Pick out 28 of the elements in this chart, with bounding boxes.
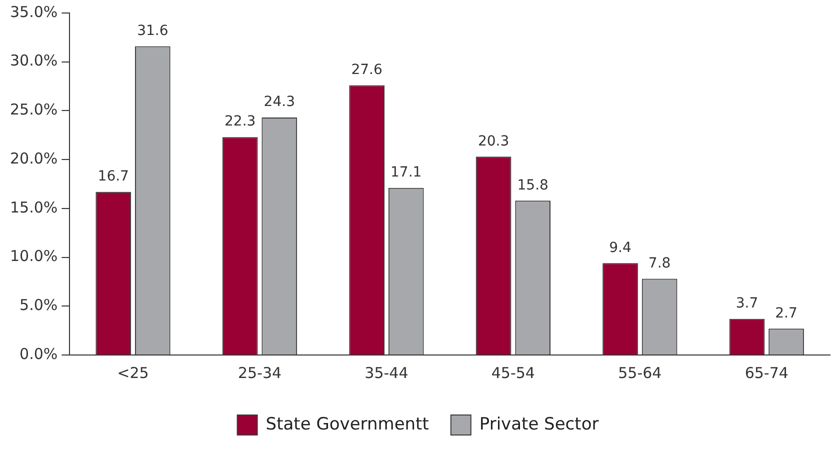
- y-tick-label: 20.0%: [10, 149, 58, 168]
- data-label: 17.1: [390, 164, 422, 181]
- y-tick-label: 25.0%: [10, 100, 58, 119]
- x-tick-label: 55-64: [618, 364, 662, 382]
- y-tick-label: 35.0%: [10, 2, 58, 21]
- data-label: 2.7: [775, 305, 798, 322]
- data-label: 7.8: [648, 255, 671, 272]
- data-label: 16.7: [98, 168, 129, 184]
- y-tick-label: 15.0%: [10, 198, 58, 216]
- data-label: 27.6: [351, 62, 382, 78]
- y-tick-label: 30.0%: [10, 52, 58, 70]
- data-label: 3.7: [736, 295, 758, 312]
- x-tick-label: <25: [117, 364, 149, 382]
- data-label: 22.3: [224, 114, 256, 130]
- data-label: 9.4: [609, 240, 632, 256]
- legend-label: State Governmentt: [266, 414, 430, 434]
- x-tick-label: 25-34: [238, 364, 282, 382]
- data-label: 15.8: [517, 177, 548, 194]
- x-tick-label: 35-44: [364, 364, 408, 382]
- y-tick-label: 10.0%: [10, 247, 58, 266]
- legend-label: Private Sector: [479, 414, 599, 434]
- data-label: 31.6: [137, 22, 168, 39]
- data-label: 20.3: [478, 133, 510, 150]
- y-tick-label: 5.0%: [20, 296, 58, 314]
- x-tick-label: 45-54: [491, 364, 535, 382]
- x-tick-label: 65-74: [744, 364, 788, 382]
- data-label: 24.3: [264, 94, 295, 110]
- y-tick-label: 0.0%: [20, 344, 58, 363]
